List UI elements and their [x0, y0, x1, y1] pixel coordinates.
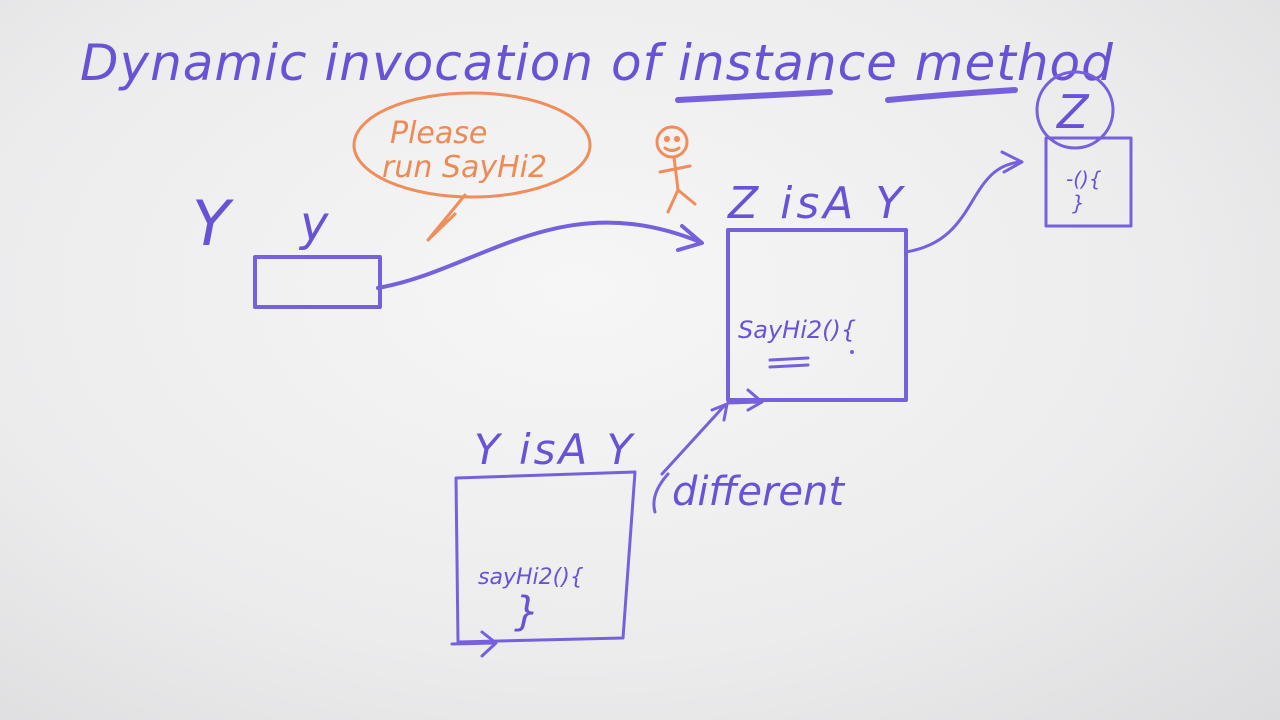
object-to-class-arrowhead [1000, 150, 1024, 174]
stick-figure [655, 125, 697, 214]
speech-bubble-line1: Please [390, 116, 487, 151]
class-z-content-line2: } [1072, 191, 1085, 215]
class-z-label: Z [1055, 85, 1090, 139]
reference-box [253, 255, 382, 309]
object-y-header: Y isA Y [474, 425, 636, 474]
object-z-dot [850, 350, 854, 354]
object-y-box [454, 470, 637, 644]
class-z-circle [1035, 70, 1115, 150]
different-label: different [672, 469, 845, 515]
object-z-box [726, 228, 908, 402]
object-z-method-underline [768, 356, 810, 369]
reference-arrow [376, 220, 702, 290]
object-y-entry-arrow [450, 630, 498, 658]
title-underline-instance [675, 89, 833, 103]
object-y-close: } [514, 589, 539, 635]
different-arrow [660, 402, 729, 476]
speech-bubble-line2: run SayHi2 [382, 150, 547, 185]
speech-bubble-tail [426, 193, 467, 242]
title-underline-method [885, 87, 1018, 103]
reference-arrowhead [676, 224, 704, 252]
class-z-content-line1: -(){ [1066, 167, 1102, 191]
object-z-entry-arrow [726, 388, 764, 412]
class-z-box [1044, 136, 1133, 228]
speech-bubble [352, 91, 592, 199]
different-bracket [652, 472, 670, 514]
reference-type-label: Y [192, 187, 234, 260]
title: Dynamic invocation of instance method [80, 34, 1114, 92]
object-z-method: SayHi2(){ [738, 316, 856, 344]
object-y-method: sayHi2(){ [478, 565, 584, 590]
reference-var-label: y [298, 196, 329, 252]
object-to-class-arrow [904, 160, 1022, 254]
object-z-header: Z isA Y [727, 178, 906, 229]
